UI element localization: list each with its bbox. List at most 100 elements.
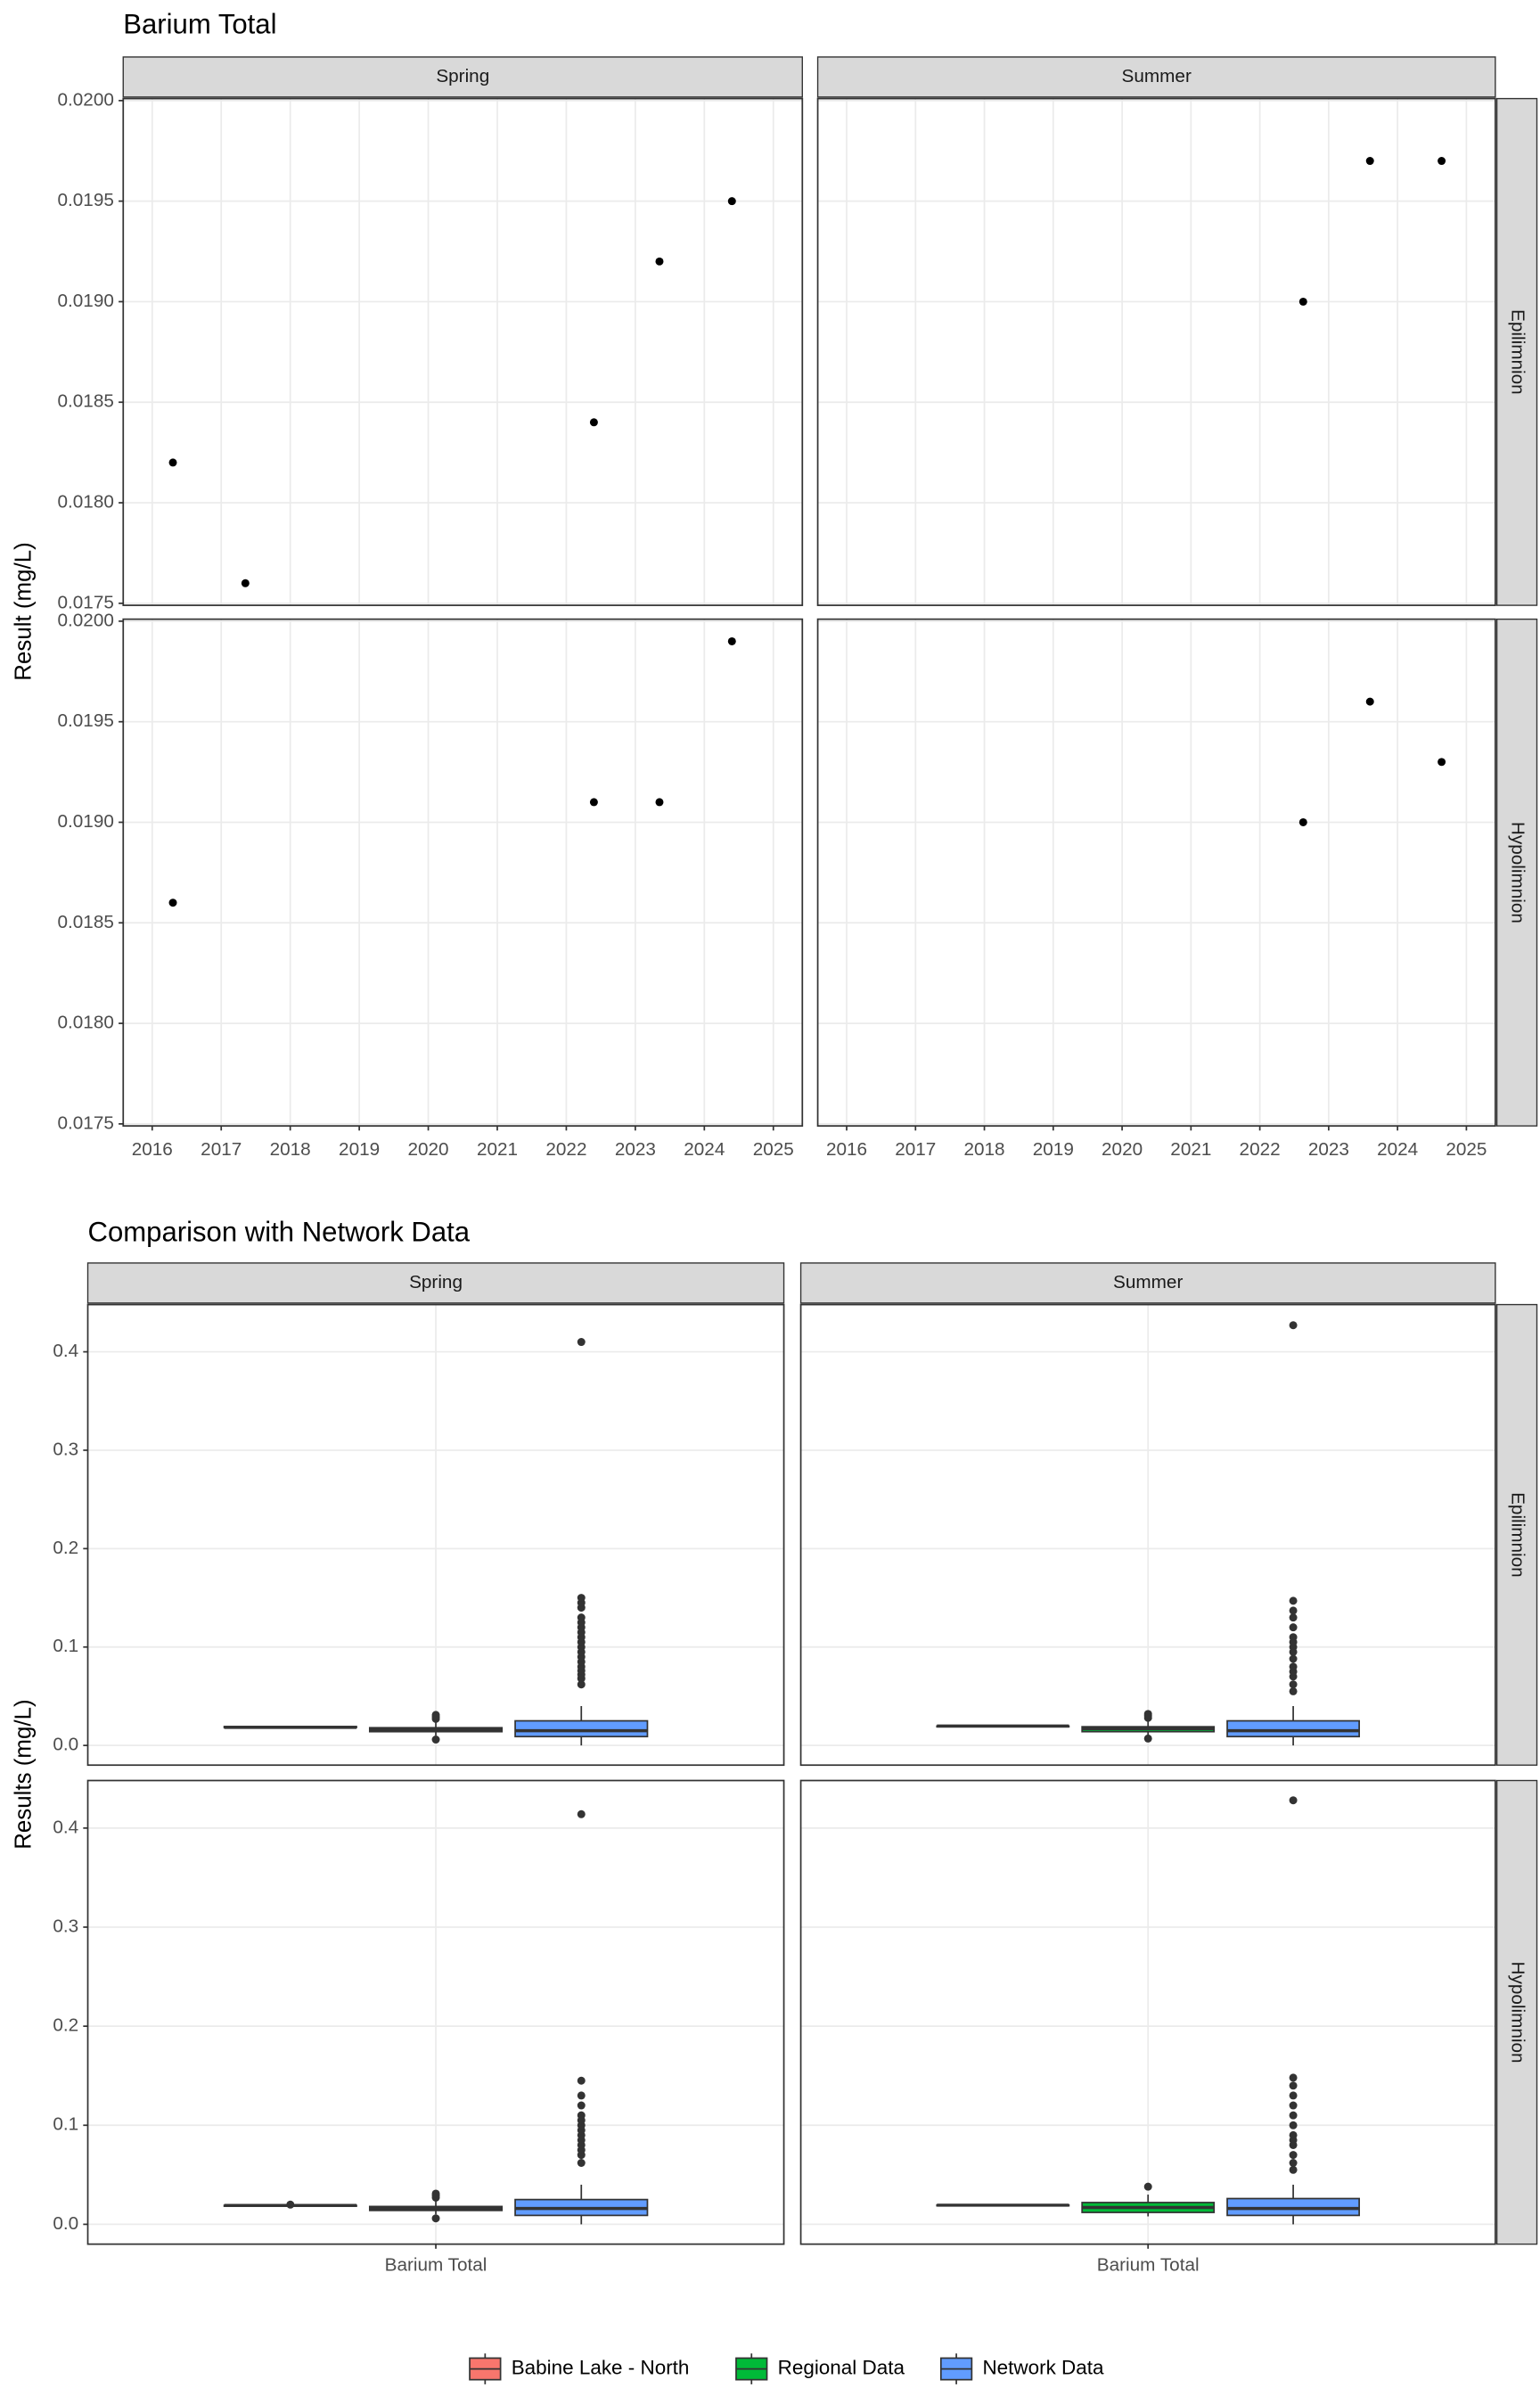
- x-tick-label: 2022: [545, 1139, 586, 1160]
- outlier: [1289, 2081, 1298, 2090]
- outlier: [577, 1809, 586, 1818]
- outlier: [1289, 2130, 1298, 2139]
- point: [1438, 157, 1446, 166]
- outlier: [431, 2214, 440, 2223]
- point: [655, 257, 664, 266]
- outlier: [1289, 1623, 1298, 1632]
- panel-border: [122, 618, 804, 1127]
- x-tick-label: 2019: [1033, 1139, 1074, 1160]
- x-tick-label: 2025: [753, 1139, 794, 1160]
- outlier: [1289, 1606, 1298, 1615]
- outlier: [1289, 2151, 1298, 2160]
- y-tick-label: 0.0195: [58, 710, 114, 731]
- outlier: [1143, 1734, 1152, 1743]
- point: [241, 578, 250, 587]
- y-tick-label: 0.0180: [58, 492, 114, 513]
- panel-border: [816, 97, 1496, 606]
- chart-title: Barium Total: [123, 9, 276, 40]
- row-strip-label: Epilimnion: [1508, 1492, 1528, 1578]
- y-axis-label: Result (mg/L): [12, 542, 37, 680]
- outlier: [1289, 1654, 1298, 1663]
- y-tick-label: 0.0180: [58, 1013, 114, 1033]
- column-strip-label: Spring: [436, 66, 489, 86]
- row-strip: [1495, 1779, 1538, 2245]
- outlier: [1289, 2165, 1298, 2174]
- point: [1365, 157, 1374, 166]
- outlier: [1289, 2111, 1298, 2120]
- outlier: [577, 2159, 586, 2167]
- outlier: [286, 2200, 295, 2209]
- y-axis-label: Results (mg/L): [12, 1699, 37, 1849]
- outlier: [1289, 1596, 1298, 1605]
- row-strip-label: Epilimnion: [1508, 309, 1528, 395]
- outlier: [577, 2101, 586, 2110]
- y-tick-label: 0.4: [53, 1817, 78, 1837]
- x-tick-label: 2024: [684, 1139, 725, 1160]
- point: [1365, 697, 1374, 706]
- column-strip-label: Summer: [1113, 1272, 1183, 1292]
- y-tick-label: 0.1: [53, 1636, 78, 1656]
- outlier: [577, 2091, 586, 2100]
- outlier: [1289, 1613, 1298, 1622]
- x-tick-label: 2017: [201, 1139, 242, 1160]
- panel: [817, 98, 1495, 606]
- x-tick-label: 2019: [339, 1139, 380, 1160]
- y-tick-label: 0.0: [53, 2213, 78, 2234]
- y-tick-label: 0.0190: [58, 811, 114, 832]
- box: [514, 1719, 649, 1738]
- point: [655, 798, 664, 807]
- panel-border: [816, 618, 1496, 1127]
- x-tick-label: 2021: [1170, 1139, 1211, 1160]
- panel-border: [122, 97, 804, 606]
- outlier: [1289, 1796, 1298, 1805]
- row-strip: [1495, 97, 1538, 606]
- column-strip: [86, 1262, 785, 1304]
- outlier: [1289, 1680, 1298, 1689]
- point: [1298, 297, 1307, 306]
- x-tick-label: 2023: [615, 1139, 656, 1160]
- x-tick-label: 2016: [132, 1139, 173, 1160]
- point: [1438, 758, 1446, 767]
- x-tick-label: Barium Total: [1097, 2254, 1200, 2275]
- row-strip-label: Hypolimnion: [1508, 822, 1528, 923]
- y-tick-label: 0.4: [53, 1341, 78, 1361]
- point: [1298, 817, 1307, 826]
- outlier: [577, 1680, 586, 1689]
- x-tick-label: 2017: [895, 1139, 936, 1160]
- y-tick-label: 0.0195: [58, 190, 114, 210]
- y-tick-label: 0.0175: [58, 1112, 114, 1133]
- point: [589, 418, 598, 427]
- outlier: [1289, 1633, 1298, 1642]
- x-tick-label: 2018: [270, 1139, 311, 1160]
- point: [168, 898, 177, 907]
- x-tick-label: Barium Total: [385, 2254, 487, 2275]
- panel-border: [86, 1779, 785, 2245]
- y-tick-label: 0.0200: [58, 610, 114, 630]
- outlier: [1143, 1710, 1152, 1719]
- outlier: [431, 1711, 440, 1719]
- column-strip: [816, 56, 1496, 98]
- panel: [123, 98, 803, 606]
- outlier: [1289, 2073, 1298, 2082]
- y-tick-label: 0.1: [53, 2114, 78, 2135]
- x-tick-label: 2025: [1446, 1139, 1487, 1160]
- point: [168, 458, 177, 467]
- y-tick-label: 0.3: [53, 1439, 78, 1459]
- box: [1226, 1719, 1360, 1738]
- point: [727, 636, 736, 645]
- column-strip-label: Summer: [1122, 66, 1192, 86]
- row-strip: [1495, 618, 1538, 1127]
- outlier: [431, 2189, 440, 2198]
- outlier: [1289, 2159, 1298, 2167]
- y-tick-label: 0.2: [53, 1538, 78, 1558]
- x-tick-label: 2016: [826, 1139, 867, 1160]
- legend-label: Babine Lake - North: [512, 2357, 690, 2379]
- y-tick-label: 0.0200: [58, 89, 114, 110]
- outlier: [1289, 1662, 1298, 1671]
- point: [727, 197, 736, 206]
- panel: [123, 619, 803, 1127]
- x-tick-label: 2018: [964, 1139, 1005, 1160]
- panel-border: [799, 1779, 1496, 2245]
- outlier: [577, 1338, 586, 1347]
